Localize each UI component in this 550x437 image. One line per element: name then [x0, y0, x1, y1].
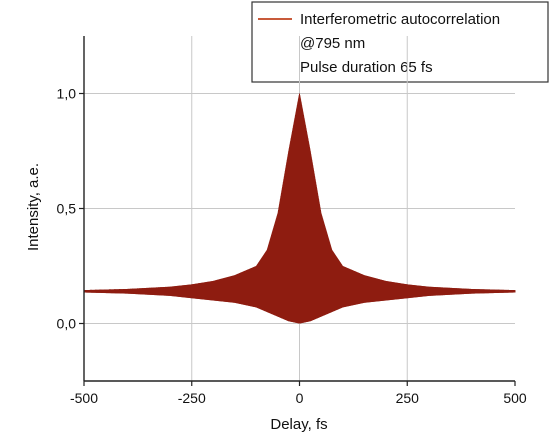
- x-tick-label-0: -500: [70, 390, 98, 406]
- plot-area: [83, 93, 516, 324]
- x-axis-title: Delay, fs: [270, 416, 327, 433]
- legend-entry-series: Interferometric autocorrelation: [300, 11, 500, 28]
- legend-box: [251, 1, 549, 83]
- x-tick-label-1: -250: [178, 390, 206, 406]
- series-envelope: [84, 93, 515, 324]
- axes: [79, 36, 516, 386]
- y-tick-label-1: 0,5: [57, 201, 77, 217]
- x-tick-label-4: 500: [503, 390, 527, 406]
- x-tick-label-2: 0: [296, 390, 304, 406]
- x-tick-label-3: 250: [396, 390, 420, 406]
- y-tick-label-0: 0,0: [57, 316, 77, 332]
- legend-entry-wavelength: @795 nm: [300, 35, 365, 52]
- tick-labels: -500 -250 0 250 500 0,0 0,5 1,0: [57, 86, 527, 407]
- y-axis-title: Intensity, a.e.: [25, 163, 42, 251]
- legend-entry-duration: Pulse duration 65 fs: [300, 59, 433, 76]
- y-tick-label-2: 1,0: [57, 86, 77, 102]
